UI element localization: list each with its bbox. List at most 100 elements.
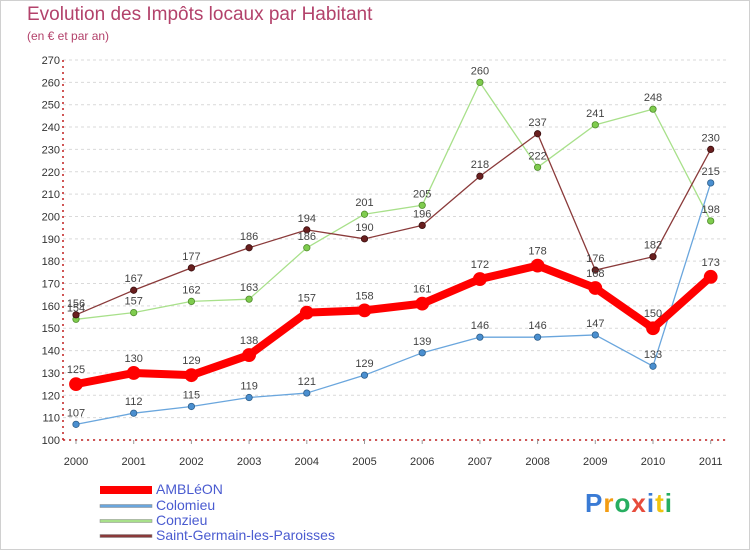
legend-swatch bbox=[99, 534, 153, 538]
legend-label: AMBLéON bbox=[156, 481, 223, 497]
data-point bbox=[357, 303, 372, 318]
data-label: 115 bbox=[183, 389, 201, 401]
data-label: 194 bbox=[298, 213, 316, 225]
y-axis-ticks: 100 110 120 130 140 150 160 170 180 190 200 210 220 2… bbox=[42, 55, 60, 447]
data-point bbox=[360, 235, 369, 243]
data-point bbox=[533, 130, 542, 138]
data-label: 162 bbox=[182, 284, 200, 296]
data-labels: 125 130 129 138 157 158 161 172 178 168 150 173 107 1… bbox=[67, 65, 720, 419]
legend-swatch bbox=[99, 519, 153, 523]
data-point bbox=[476, 333, 484, 341]
series-colomieu bbox=[72, 179, 715, 428]
x-tick-label: 2010 bbox=[641, 456, 665, 468]
data-label: 260 bbox=[471, 65, 489, 77]
data-point bbox=[472, 272, 487, 286]
y-tick-label: 250 bbox=[42, 100, 60, 112]
y-tick-label: 230 bbox=[42, 144, 60, 156]
data-label: 121 bbox=[298, 376, 316, 388]
data-label: 150 bbox=[644, 308, 662, 320]
data-label: 163 bbox=[240, 282, 258, 294]
data-label: 248 bbox=[644, 92, 662, 104]
x-tick-label: 2000 bbox=[64, 456, 88, 468]
data-point bbox=[649, 362, 657, 370]
data-label: 139 bbox=[413, 336, 431, 348]
x-tick-label: 2011 bbox=[699, 456, 723, 468]
y-tick-label: 150 bbox=[42, 323, 60, 335]
y-tick-label: 240 bbox=[42, 122, 60, 134]
data-point bbox=[303, 389, 311, 397]
data-point bbox=[533, 333, 542, 341]
data-label: 157 bbox=[298, 293, 316, 305]
data-point bbox=[591, 121, 599, 129]
legend-swatch bbox=[99, 504, 153, 508]
data-point bbox=[130, 286, 138, 294]
data-label: 230 bbox=[702, 132, 720, 144]
y-tick-label: 270 bbox=[42, 55, 60, 67]
x-tick-label: 2003 bbox=[237, 456, 261, 468]
data-point bbox=[649, 105, 657, 113]
proxiti-logo: Proxiti bbox=[585, 488, 673, 519]
x-tick-label: 2005 bbox=[352, 456, 376, 468]
data-label: 129 bbox=[182, 355, 200, 367]
series-line bbox=[75, 182, 712, 425]
data-point bbox=[245, 393, 253, 402]
data-point bbox=[69, 377, 83, 392]
series-line bbox=[75, 261, 714, 389]
plot-area bbox=[63, 60, 728, 440]
data-label: 196 bbox=[413, 208, 431, 220]
data-label: 157 bbox=[125, 296, 143, 308]
logo-letter: r bbox=[603, 488, 615, 518]
logo-letter: o bbox=[614, 488, 632, 518]
data-point bbox=[476, 78, 484, 86]
data-point bbox=[415, 296, 430, 311]
data-label: 173 bbox=[702, 257, 720, 269]
legend-swatch bbox=[100, 486, 152, 494]
y-tick-label: 100 bbox=[42, 435, 60, 447]
data-point bbox=[187, 297, 195, 306]
data-point bbox=[588, 281, 603, 295]
series-line bbox=[75, 133, 712, 316]
data-point bbox=[299, 305, 314, 320]
data-label: 222 bbox=[528, 150, 546, 162]
data-label: 161 bbox=[413, 284, 431, 296]
y-tick-label: 190 bbox=[42, 234, 60, 246]
y-tick-label: 120 bbox=[42, 390, 60, 402]
data-label: 177 bbox=[182, 251, 200, 263]
data-point bbox=[72, 311, 80, 319]
data-point bbox=[591, 331, 599, 339]
series-ambl-on bbox=[69, 258, 718, 392]
data-point bbox=[418, 349, 426, 357]
x-tick-label: 2002 bbox=[179, 456, 203, 468]
data-point bbox=[72, 420, 80, 428]
data-point bbox=[126, 366, 141, 380]
series-layer bbox=[69, 78, 718, 428]
y-tick-label: 110 bbox=[42, 413, 60, 425]
data-label: 130 bbox=[125, 353, 143, 365]
data-label: 125 bbox=[67, 364, 85, 376]
data-label: 178 bbox=[528, 246, 546, 258]
logo-letter: P bbox=[585, 488, 604, 518]
data-point bbox=[649, 253, 657, 261]
data-label: 146 bbox=[528, 320, 546, 332]
series-line bbox=[75, 81, 712, 320]
data-point bbox=[591, 266, 599, 274]
data-point bbox=[418, 221, 426, 230]
data-point bbox=[360, 210, 369, 218]
y-tick-label: 130 bbox=[42, 368, 60, 380]
legend-label: Colomieu bbox=[156, 497, 215, 513]
legend-label: Saint-Germain-les-Paroisses bbox=[156, 527, 335, 543]
y-tick-label: 180 bbox=[42, 256, 60, 268]
data-point bbox=[187, 402, 195, 411]
data-point bbox=[303, 244, 311, 252]
data-label: 182 bbox=[644, 240, 662, 252]
data-label: 146 bbox=[471, 320, 489, 332]
x-tick-label: 2001 bbox=[121, 456, 145, 468]
data-label: 133 bbox=[644, 349, 662, 361]
data-label: 218 bbox=[471, 159, 489, 171]
data-label: 107 bbox=[67, 407, 85, 419]
data-label: 215 bbox=[702, 166, 720, 178]
legend: AMBLéONColomieuConzieuSaint-Germain-les-… bbox=[99, 481, 335, 543]
data-point bbox=[245, 244, 253, 252]
data-point bbox=[360, 371, 369, 379]
